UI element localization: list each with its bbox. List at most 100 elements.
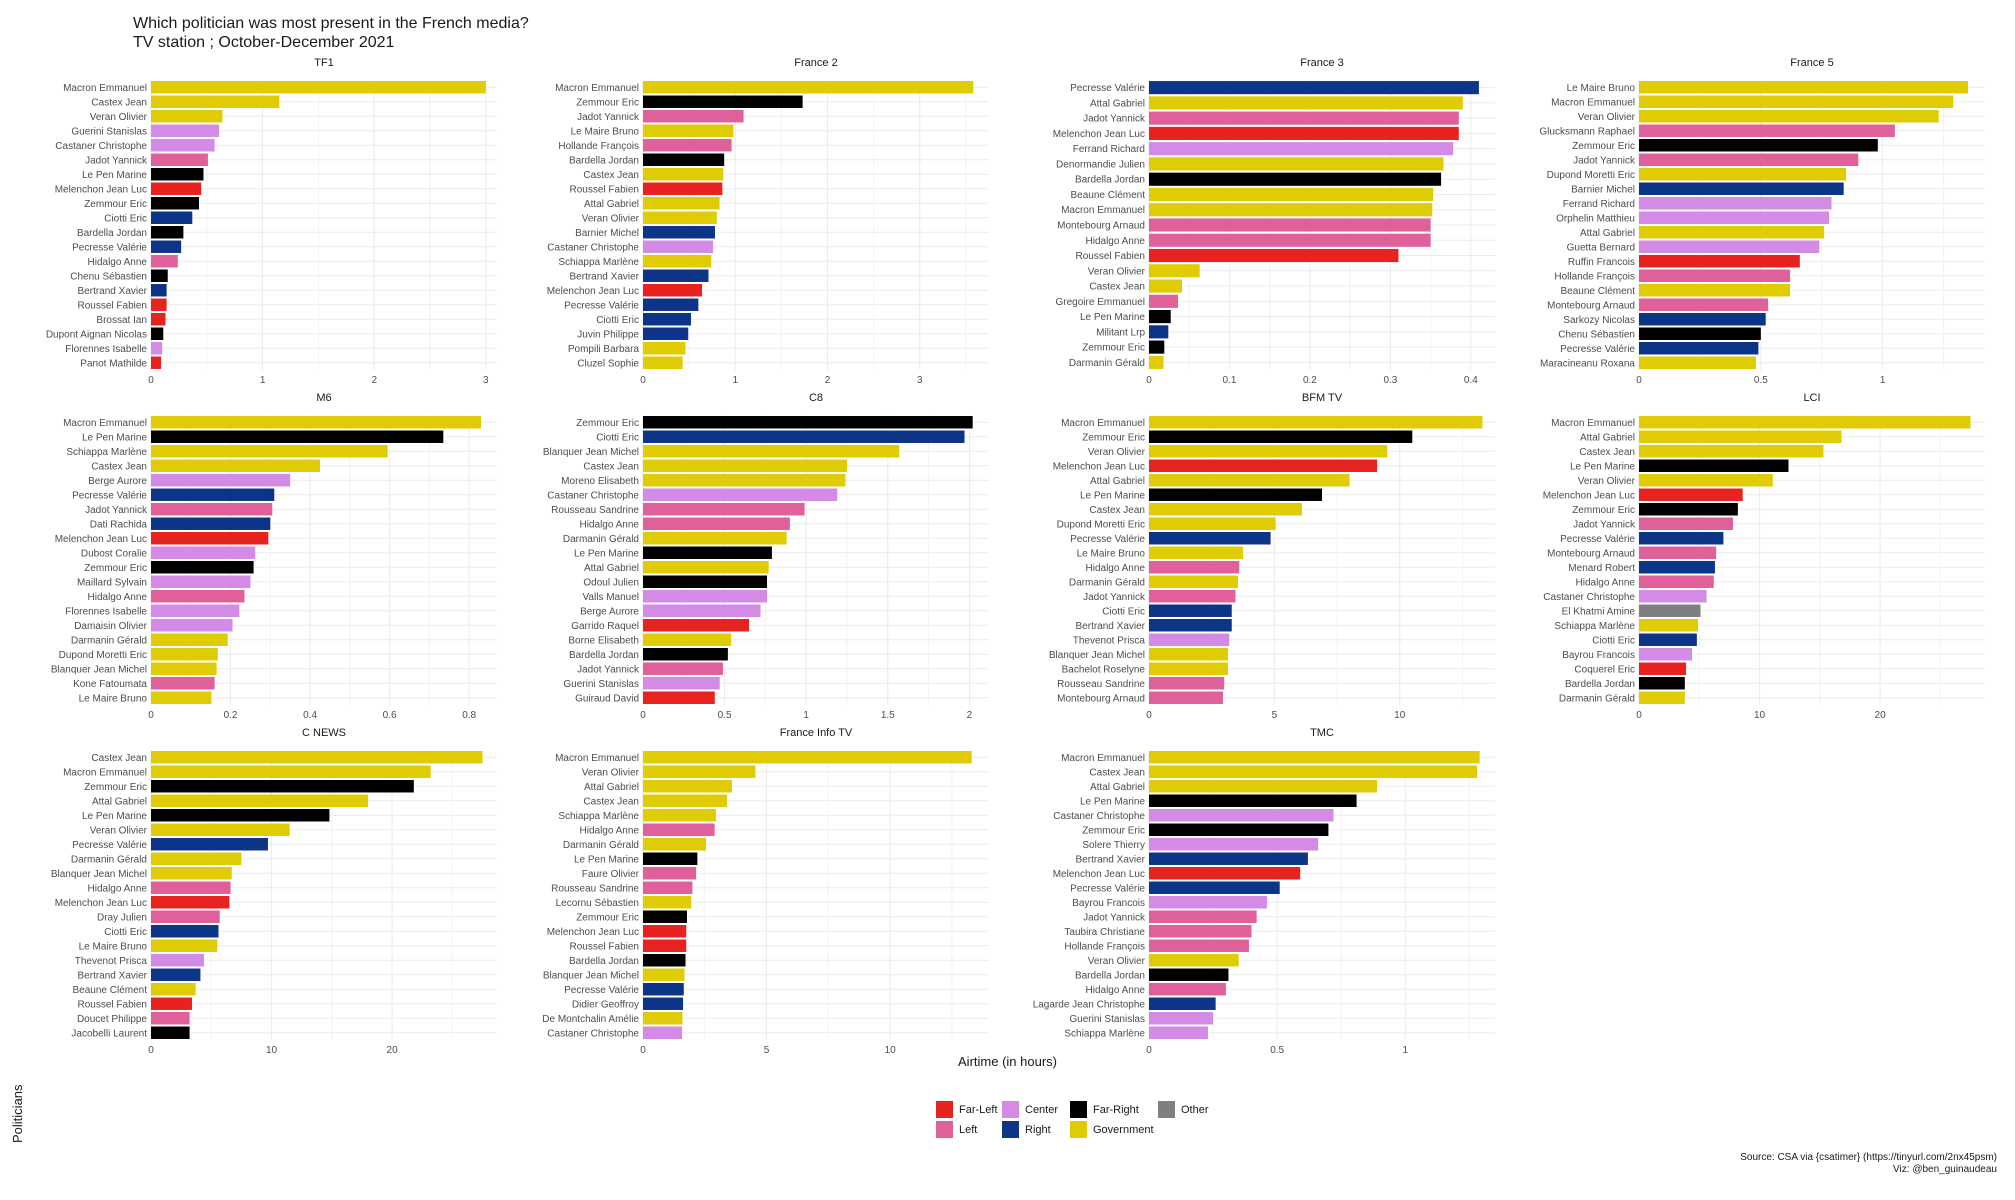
category-label: Attal Gabriel (1580, 432, 1635, 443)
category-label: Darmanin Gérald (1069, 577, 1145, 588)
bar (643, 327, 689, 340)
category-label: Le Pen Marine (82, 170, 147, 181)
bar (1639, 327, 1761, 340)
bar (1639, 168, 1847, 181)
category-label: Schiappa Marlène (66, 447, 147, 458)
bar (1149, 1012, 1214, 1025)
tick-label: 10 (1394, 710, 1406, 721)
category-label: Denormandie Julien (1056, 159, 1145, 170)
bar (1149, 633, 1230, 646)
bar (151, 342, 163, 355)
tick-label: 0 (1146, 1045, 1152, 1056)
bar (643, 691, 715, 704)
tick-label: 3 (483, 375, 489, 386)
category-label: Melenchon Jean Luc (1053, 869, 1145, 880)
bar (643, 633, 732, 646)
category-label: Garrido Raquel (571, 621, 639, 632)
category-label: Dupond Moretti Eric (59, 650, 147, 661)
bar (1149, 416, 1483, 429)
bar (643, 517, 790, 530)
category-label: Pecresse Valérie (1070, 83, 1145, 94)
tick-label: 0.2 (224, 710, 238, 721)
bar (643, 619, 750, 632)
bar (1149, 925, 1252, 938)
viz-credit-line: Viz: @ben_guinaudeau (1893, 1164, 1997, 1175)
bar (1149, 172, 1442, 186)
category-label: Melenchon Jean Luc (1053, 461, 1145, 472)
bar (151, 997, 192, 1010)
category-label: Ferrand Richard (1073, 144, 1145, 155)
bar (643, 575, 768, 588)
category-label: Lecornu Sébastien (556, 898, 639, 909)
tick-label: 20 (1875, 710, 1887, 721)
tick-label: 0.4 (1464, 375, 1478, 386)
category-label: Bertrand Xavier (78, 286, 148, 297)
tick-label: 0.5 (1754, 375, 1768, 386)
bar (1149, 157, 1444, 171)
panel-france-3: France 3 Pecresse Valérie Attal Gabriel Jad… (1053, 57, 1495, 386)
category-label: Dray Julien (97, 912, 147, 923)
category-label: Jadot Yannick (1083, 912, 1146, 923)
tick-label: 0.1 (1223, 375, 1237, 386)
category-label: Hollande François (1554, 271, 1635, 282)
bar (151, 255, 178, 268)
category-label: Blanquer Jean Michel (543, 447, 639, 458)
bar (151, 430, 444, 443)
tick-label: 0.8 (462, 710, 476, 721)
category-label: Hidalgo Anne (1086, 236, 1146, 247)
bar (1149, 503, 1302, 516)
bar (151, 575, 251, 588)
bar (1639, 474, 1773, 487)
category-label: Melenchon Jean Luc (55, 184, 147, 195)
bar (1149, 838, 1319, 851)
bar (1149, 430, 1413, 443)
category-label: Macron Emmanuel (1551, 97, 1635, 108)
category-label: Attal Gabriel (1580, 228, 1635, 239)
category-label: Blanquer Jean Michel (543, 970, 639, 981)
category-label: Castex Jean (583, 796, 639, 807)
tick-label: 10 (266, 1045, 278, 1056)
bar (151, 356, 162, 369)
panel-c8: C8 Zemmour Eric Ciotti Eric Blanquer Jean M… (543, 392, 989, 721)
category-label: Jadot Yannick (577, 664, 640, 675)
bar (1639, 240, 1820, 253)
panel-title: TMC (1310, 727, 1334, 739)
legend-item-left: Left (936, 1121, 977, 1138)
category-label: Montebourg Arnaud (1547, 300, 1635, 311)
bar (151, 604, 240, 617)
panel-bfm-tv: BFM TV Macron Emmanuel Zemmour Eric Veran O… (1049, 392, 1495, 721)
bar (1149, 310, 1171, 324)
category-label: Berge Aurore (580, 606, 639, 617)
bar (1149, 648, 1228, 661)
category-label: Brossat Ian (96, 315, 147, 326)
category-label: Thevenot Prisca (75, 956, 148, 967)
category-label: Darmanin Gérald (563, 840, 639, 851)
bar (151, 677, 215, 690)
category-label: Zemmour Eric (84, 199, 147, 210)
panel-title: C8 (809, 392, 823, 404)
bar (1639, 124, 1895, 137)
bar (151, 517, 271, 530)
tick-label: 10 (885, 1045, 897, 1056)
bar (151, 488, 275, 501)
bar (151, 110, 223, 123)
category-label: Ferrand Richard (1563, 199, 1635, 210)
category-label: Militant Lrp (1096, 327, 1145, 338)
category-label: Barnier Michel (1571, 184, 1635, 195)
bar (1639, 226, 1825, 239)
bar (1639, 356, 1756, 369)
category-label: Borne Elisabeth (568, 635, 639, 646)
category-label: Castex Jean (91, 97, 147, 108)
bar (1149, 780, 1378, 793)
bar (1639, 459, 1789, 472)
category-label: Pecresse Valérie (72, 840, 147, 851)
x-axis-label: Airtime (in hours) (958, 1054, 1057, 1069)
bar (1149, 248, 1399, 263)
category-label: Macron Emmanuel (555, 753, 639, 764)
bar (151, 954, 205, 967)
bar (1149, 279, 1182, 293)
category-label: Pompili Barbara (568, 344, 640, 355)
legend-swatch (1070, 1101, 1087, 1118)
category-label: Hidalgo Anne (88, 883, 148, 894)
category-label: Dupond Moretti Eric (1057, 519, 1145, 530)
